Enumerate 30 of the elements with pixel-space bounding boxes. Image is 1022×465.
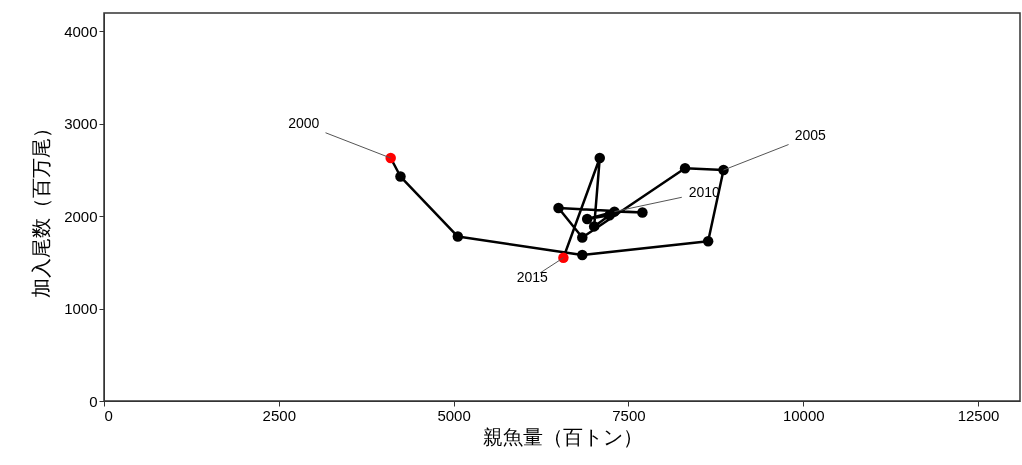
annotation: 2015	[516, 269, 549, 286]
point	[577, 232, 588, 243]
y-tick-label: 1000	[64, 300, 98, 318]
x-tick-label: 5000	[437, 406, 471, 424]
x-axis-title: 親魚量（百トン）	[482, 425, 643, 448]
point	[558, 252, 569, 264]
annotation: 2000	[288, 115, 320, 132]
point	[594, 152, 605, 164]
point	[553, 202, 564, 214]
y-axis-title: 加入尾数（百万尾）	[30, 117, 53, 298]
x-tick-label: 10000	[782, 406, 825, 424]
y-tick-label: 3000	[64, 115, 98, 133]
point	[637, 207, 648, 218]
x-tick-label: 12500	[957, 406, 1000, 424]
x-tick-label: 7500	[612, 406, 646, 424]
x-tick-label: 0	[104, 406, 113, 424]
y-tick-label: 2000	[64, 207, 98, 225]
point	[604, 210, 615, 221]
point	[702, 235, 714, 247]
y-tick-label: 4000	[64, 22, 98, 40]
point	[679, 162, 691, 174]
point	[588, 221, 600, 232]
annotation: 2005	[794, 127, 827, 144]
y-tick-label: 0	[89, 392, 98, 410]
point	[395, 171, 406, 182]
point	[577, 249, 588, 261]
point	[581, 213, 593, 225]
point	[452, 231, 464, 242]
x-tick-label: 2500	[262, 406, 296, 424]
point	[385, 152, 396, 164]
